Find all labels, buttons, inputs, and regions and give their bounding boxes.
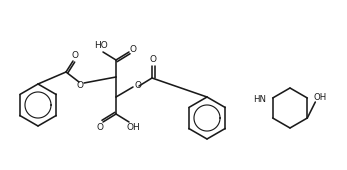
Text: OH: OH [126,123,140,132]
Text: O: O [150,55,156,64]
Text: O: O [96,123,103,132]
Text: HN: HN [253,95,266,104]
Text: OH: OH [314,92,327,101]
Text: HO: HO [94,41,108,50]
Text: O: O [76,81,84,89]
Text: O: O [129,46,136,55]
Text: O: O [135,81,142,89]
Text: O: O [71,52,78,61]
